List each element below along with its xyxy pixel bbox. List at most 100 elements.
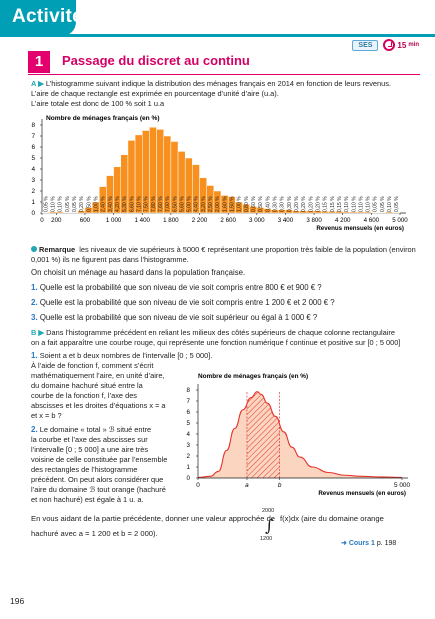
bar-value-label: 0,20 % xyxy=(79,196,85,212)
bar-value-label: 0,05 % xyxy=(65,196,71,212)
question-1: 1. Quelle est la probabilité que son niv… xyxy=(31,283,322,292)
bar-value-label: 2,40 % xyxy=(101,196,107,212)
part-b-q1-line-5: abscisses et les droites d’équations x =… xyxy=(31,401,166,410)
bar-value-label: 0,20 % xyxy=(308,196,314,212)
bar-value-label: 5,00 % xyxy=(187,196,193,212)
density-curve-chart: Nombre de ménages français (en %) Revenus… xyxy=(187,373,411,497)
x-tick-label: 600 xyxy=(80,217,91,224)
bar-value-label: 7,50 % xyxy=(144,196,150,212)
part-a-line-3: L’aire totale est donc de 100 % soit 1 u… xyxy=(31,99,165,108)
part-b-line-2: on a fait apparaître une courbe rouge, q… xyxy=(31,338,401,347)
activity-number: 1 xyxy=(28,51,50,73)
bar-value-label: 0,05 % xyxy=(43,196,49,212)
y-tick-label: 2 xyxy=(31,188,35,195)
y-tick-label: 3 xyxy=(187,442,191,449)
x-tick-label: 2 200 xyxy=(192,217,208,224)
y-tick-label: 6 xyxy=(187,409,191,416)
part-b-q1-line-4: courbe de la fonction f, l’axe des xyxy=(31,391,137,400)
subject-badge: SES xyxy=(352,39,379,51)
y-axis-label: Nombre de ménages français (en %) xyxy=(198,373,308,380)
bar-value-label: 0,10 % xyxy=(358,196,364,212)
part-b-q2-line-5: précédent. On peut alors considérer que xyxy=(31,475,164,484)
bar-value-label: 0,20 % xyxy=(301,196,307,212)
x-tick-label: 1 000 xyxy=(106,217,122,224)
y-tick-label: 5 xyxy=(31,155,35,162)
part-b-q1-line-0: 1. Soient a et b deux nombres de l’inter… xyxy=(31,351,213,360)
histogram-chart: Nombre de ménages français (en %) Revenus… xyxy=(31,115,408,232)
question-2: 2. Quelle est la probabilité que son niv… xyxy=(31,298,335,307)
bar-value-label: 6,50 % xyxy=(172,196,178,212)
bar-value-label: 0,05 % xyxy=(394,196,400,212)
bar-value-label: 6,60 % xyxy=(129,196,135,212)
part-b-q2-line-3: voisine de celle constituée par l’ensemb… xyxy=(31,455,168,464)
bar-value-label: 7,80 % xyxy=(151,196,157,212)
header-bar: Activités xyxy=(0,0,435,38)
part-b-q1-line-6: et x = b ? xyxy=(31,411,62,420)
y-tick-label: 2 xyxy=(187,453,191,460)
bar-value-label: 5,30 % xyxy=(122,196,128,212)
remark-label: Remarque xyxy=(39,245,76,254)
bar-value-label: 0,20 % xyxy=(315,196,321,212)
activity-meta: SES 15 min xyxy=(352,39,419,51)
bar-value-label: 1,50 % xyxy=(230,196,236,212)
course-page: p. 198 xyxy=(376,540,397,547)
remark-line-2: 0,001 %) ils ne figurent pas dans l’hist… xyxy=(31,255,189,264)
y-tick-label: 7 xyxy=(31,133,35,140)
header-rule xyxy=(0,34,435,37)
y-tick-label: 6 xyxy=(31,144,35,151)
bar-value-label: 0,10 % xyxy=(366,196,372,212)
y-tick-label: 5 xyxy=(187,420,191,427)
question-3: 3. Quelle est la probabilité que son niv… xyxy=(31,313,318,322)
part-b-q2-line-0: 2. Le domaine « total » ℬ situé entre xyxy=(31,425,152,434)
bar-value-label: 0,30 % xyxy=(273,196,279,212)
x-axis-label: Revenus mensuels (en euros) xyxy=(316,225,404,232)
x-tick-label: 3 400 xyxy=(278,217,294,224)
x-tick-label: 1 400 xyxy=(134,217,150,224)
bar-value-label: 1,00 % xyxy=(94,196,100,212)
bar-value-label: 7,60 % xyxy=(158,196,164,212)
final-question-line-2: hachuré avec a = 1 200 et b = 2 000). xyxy=(31,529,158,538)
area-fill xyxy=(198,391,402,478)
bar-value-label: 3,20 % xyxy=(201,196,207,212)
x-tick-label: a xyxy=(245,482,249,489)
part-b-q2-line-1: la courbe et l’axe des abscisses sur xyxy=(31,435,148,444)
bar-value-label: 1,00 % xyxy=(237,196,243,212)
arrow-icon: ➜ xyxy=(341,540,347,547)
hatched-area xyxy=(246,391,280,478)
y-tick-label: 8 xyxy=(187,387,191,394)
part-b-q1-line-2: mathématiquement l’aire, en unité d’aire… xyxy=(31,371,165,380)
duration-value: 15 xyxy=(397,40,407,50)
integral-sign: ∫ xyxy=(265,516,274,535)
part-a-label: A ▶ xyxy=(31,79,44,88)
x-tick-label: 5 000 xyxy=(394,482,410,489)
x-tick-label: 200 xyxy=(51,217,62,224)
bar-value-label: 0,10 % xyxy=(58,196,64,212)
part-b-q1-line-1: À l’aide de fonction f, comment s’écrit xyxy=(31,361,154,370)
y-tick-label: 4 xyxy=(31,166,35,173)
part-b-q2-line-6: l’aire du domaine ℬ tout orange (hachuré xyxy=(31,485,166,494)
part-a-line-1: A ▶ L’histogramme suivant indique la dis… xyxy=(31,79,391,88)
x-tick-label: 0 xyxy=(40,217,44,224)
bar-value-label: 5,60 % xyxy=(179,196,185,212)
bar-value-label: 0,05 % xyxy=(380,196,386,212)
histogram-bar xyxy=(392,212,401,214)
x-tick-label: 2 600 xyxy=(220,217,236,224)
bar-value-label: 0,15 % xyxy=(337,196,343,212)
part-a-line-2: L’aire de chaque rectangle est exprimée … xyxy=(31,89,279,98)
course-link[interactable]: Cours 1 xyxy=(348,540,375,547)
x-tick-label: 5 000 xyxy=(392,217,408,224)
y-tick-label: 1 xyxy=(31,199,35,206)
section-title: Activités xyxy=(12,6,94,27)
bar-value-label: 1,60 % xyxy=(222,196,228,212)
y-tick-label: 8 xyxy=(31,122,35,129)
page-number: 196 xyxy=(10,596,25,606)
bar-value-label: 2,00 % xyxy=(215,196,221,212)
part-b-q2-line-2: l’intervalle [0 ; 5 000] a une aire très xyxy=(31,445,149,454)
clock-icon xyxy=(383,39,396,51)
course-reference[interactable]: ➜ Cours 1 p. 198 xyxy=(341,539,396,547)
bar-value-label: 0,10 % xyxy=(351,196,357,212)
part-b-q1-line-3: du domaine hachuré situé entre la xyxy=(31,381,143,390)
bar-value-label: 0,10 % xyxy=(51,196,57,212)
integral-lower-bound: 1200 xyxy=(260,536,273,542)
x-axis-label: Revenus mensuels (en euros) xyxy=(318,490,406,497)
